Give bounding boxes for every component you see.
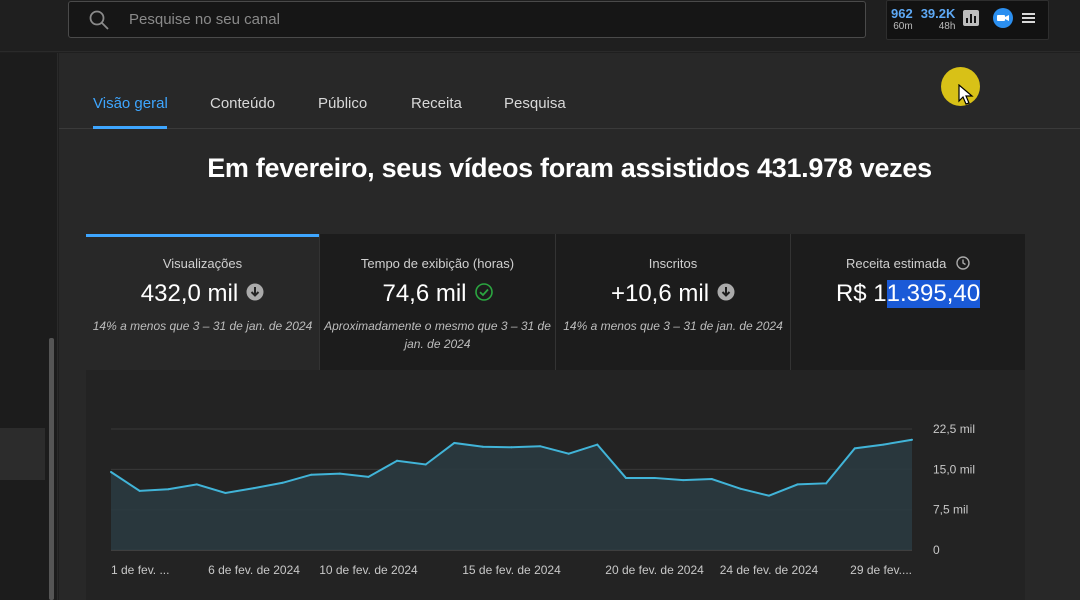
data-point bbox=[424, 463, 427, 466]
data-point bbox=[167, 488, 170, 491]
search-icon bbox=[69, 9, 129, 31]
views-area bbox=[111, 439, 912, 550]
card-value-prefix: R$ 1 bbox=[835, 280, 887, 307]
card-value-row: R$ 1 1.395,40 bbox=[791, 280, 1025, 308]
data-point bbox=[853, 447, 856, 450]
data-point bbox=[396, 459, 399, 462]
data-point bbox=[253, 487, 256, 490]
x-tick-label: 6 de fev. de 2024 bbox=[208, 563, 300, 577]
data-point bbox=[224, 491, 227, 494]
tab-bar: Visão geral Conteúdo Público Receita Pes… bbox=[59, 53, 1080, 129]
stat-48h: 39.2K 48h bbox=[921, 7, 956, 33]
data-point bbox=[110, 471, 112, 474]
data-point bbox=[710, 478, 713, 481]
page-headline: Em fevereiro, seus vídeos foram assistid… bbox=[207, 153, 932, 183]
data-point bbox=[596, 443, 599, 446]
data-point bbox=[367, 475, 370, 478]
x-tick-label: 29 de fev.... bbox=[850, 563, 912, 577]
tab-overview[interactable]: Visão geral bbox=[93, 95, 168, 112]
data-point bbox=[138, 489, 141, 492]
x-tick-label: 20 de fev. de 2024 bbox=[605, 563, 704, 577]
bar-chart-icon[interactable] bbox=[963, 9, 980, 31]
tab-revenue[interactable]: Receita bbox=[411, 95, 462, 112]
data-point bbox=[539, 445, 542, 448]
active-tab-indicator bbox=[93, 126, 167, 129]
analytics-main: Visão geral Conteúdo Público Receita Pes… bbox=[59, 53, 1080, 600]
y-tick-label: 15,0 mil bbox=[933, 462, 975, 476]
extension-widget[interactable]: 962 60m 39.2K 48h bbox=[886, 0, 1049, 40]
top-bar: Pesquise no seu canal 962 60m 39.2K 48h bbox=[0, 0, 1080, 52]
down-arrow-icon bbox=[246, 280, 264, 308]
card-comparison: Aproximadamente o mesmo que 3 – 31 de ja… bbox=[324, 319, 551, 351]
x-tick-label: 15 de fev. de 2024 bbox=[462, 563, 561, 577]
data-point bbox=[481, 445, 484, 448]
search-box[interactable]: Pesquise no seu canal bbox=[68, 1, 866, 38]
data-point bbox=[453, 441, 456, 444]
tab-content[interactable]: Conteúdo bbox=[210, 95, 276, 112]
search-input[interactable]: Pesquise no seu canal bbox=[129, 11, 280, 28]
x-tick-label: 24 de fev. de 2024 bbox=[720, 563, 819, 577]
card-title: Inscritos bbox=[648, 256, 698, 271]
data-point bbox=[281, 481, 284, 484]
stat-60m: 962 60m bbox=[891, 7, 913, 33]
menu-icon[interactable] bbox=[1021, 11, 1037, 30]
card-title: Visualizações bbox=[162, 256, 243, 271]
data-point bbox=[310, 473, 313, 476]
card-revenue[interactable]: Receita estimada R$ 1 1.395,40 bbox=[791, 234, 1025, 370]
mouse-cursor-icon bbox=[958, 84, 974, 105]
card-title-row: Receita estimada bbox=[791, 256, 1025, 273]
check-circle-icon bbox=[474, 280, 493, 308]
data-point bbox=[653, 476, 656, 479]
metrics-panel: Visualizações 432,0 mil 14% a menos que … bbox=[86, 234, 1025, 600]
card-value-row: 432,0 mil bbox=[86, 280, 319, 308]
x-tick-label: 10 de fev. de 2024 bbox=[319, 563, 418, 577]
y-tick-label: 7,5 mil bbox=[933, 503, 968, 517]
card-title: Receita estimada bbox=[845, 256, 947, 271]
data-point bbox=[682, 479, 685, 482]
card-title: Tempo de exibição (horas) bbox=[360, 256, 515, 271]
x-tick-label: 1 de fev. ... bbox=[111, 563, 169, 577]
data-point bbox=[911, 438, 913, 441]
card-comparison: 14% a menos que 3 – 31 de jan. de 2024 bbox=[92, 319, 313, 333]
data-point bbox=[825, 482, 828, 485]
stat-label: 48h bbox=[938, 21, 956, 32]
data-point bbox=[767, 494, 770, 497]
card-value: 432,0 mil bbox=[140, 280, 239, 307]
card-watch-time[interactable]: Tempo de exibição (horas) 74,6 mil Aprox… bbox=[320, 234, 556, 370]
stat-value: 39.2K bbox=[920, 6, 956, 21]
clock-icon bbox=[956, 256, 970, 273]
card-value-selected: 1.395,40 bbox=[886, 280, 981, 308]
card-subscribers[interactable]: Inscritos +10,6 mil 14% a menos que 3 – … bbox=[556, 234, 791, 370]
record-icon[interactable] bbox=[993, 7, 1014, 33]
data-point bbox=[510, 446, 513, 449]
card-value-row: 74,6 mil bbox=[320, 280, 555, 308]
data-point bbox=[796, 483, 799, 486]
y-tick-label: 0 bbox=[933, 543, 940, 557]
card-value: +10,6 mil bbox=[610, 280, 710, 307]
card-value: 74,6 mil bbox=[382, 280, 467, 307]
y-tick-label: 22,5 mil bbox=[933, 422, 975, 436]
data-point bbox=[739, 487, 742, 490]
tab-audience[interactable]: Público bbox=[318, 95, 368, 112]
sidebar-selected-item[interactable] bbox=[0, 428, 45, 480]
data-point bbox=[567, 452, 570, 455]
card-value-row: +10,6 mil bbox=[556, 280, 790, 308]
data-point bbox=[882, 443, 885, 446]
tab-research[interactable]: Pesquisa bbox=[504, 95, 566, 112]
sidebar-scrollbar[interactable] bbox=[49, 338, 54, 600]
stat-value: 962 bbox=[891, 6, 913, 21]
data-point bbox=[624, 476, 627, 479]
data-point bbox=[338, 472, 341, 475]
stat-label: 60m bbox=[893, 21, 913, 32]
left-sidebar bbox=[0, 53, 58, 600]
down-arrow-icon bbox=[717, 280, 735, 308]
views-chart[interactable]: 0 7,5 mil 15,0 mil 22,5 mil 1 de fev. ... 6 d… bbox=[86, 370, 1025, 600]
card-views[interactable]: Visualizações 432,0 mil 14% a menos que … bbox=[86, 234, 320, 370]
data-point bbox=[195, 483, 198, 486]
card-comparison: 14% a menos que 3 – 31 de jan. de 2024 bbox=[563, 319, 783, 333]
